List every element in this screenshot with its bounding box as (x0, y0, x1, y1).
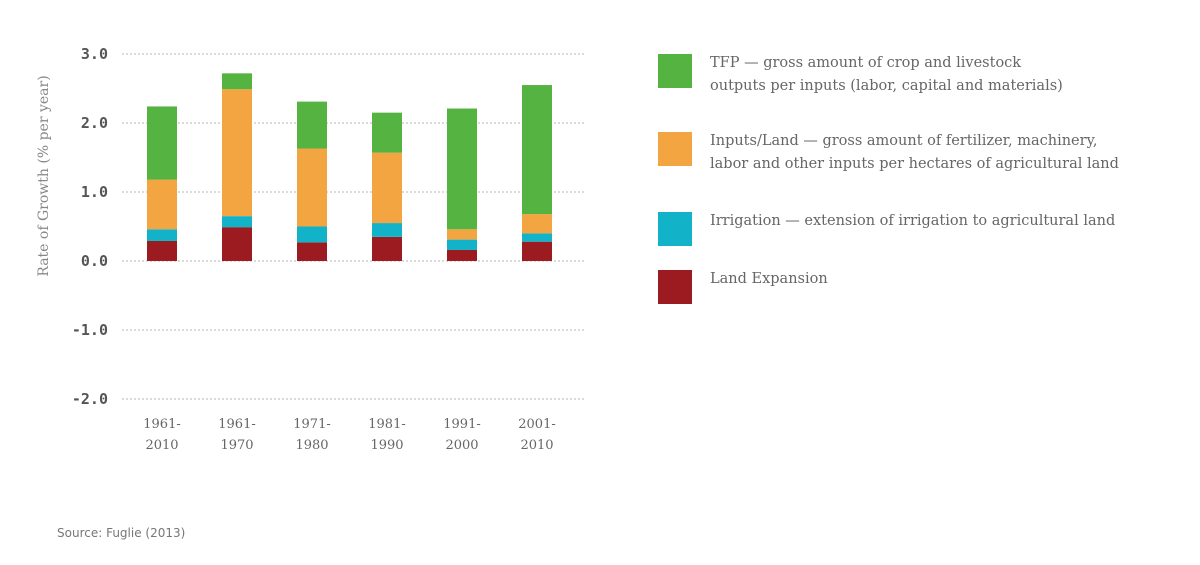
bar-segment-inputs-land (372, 152, 402, 224)
x-tick-label: 1981- (368, 417, 405, 432)
y-axis-ticks: 3.0 2.0 1.0 0.0 -1.0 -2.0 (72, 45, 108, 408)
bar-segment-land-expansion (222, 227, 252, 261)
bar-segment-irrigation (522, 233, 552, 242)
bar-segment-land-expansion (297, 242, 327, 261)
legend-text-inputs-line1: Inputs/Land — gross amount of fertilizer… (710, 133, 1098, 149)
y-tick-label: 1.0 (81, 183, 108, 201)
x-tick-label: 1961- (218, 417, 255, 432)
legend-swatch-tfp (658, 54, 692, 88)
x-tick-label: 1990 (370, 438, 403, 453)
legend-text-land-expansion: Land Expansion (710, 271, 828, 287)
x-tick-label: 1980 (295, 438, 328, 453)
x-tick-label: 1991- (443, 417, 480, 432)
legend-item-irrigation: Irrigation — extension of irrigation to … (658, 210, 1178, 268)
y-tick-label: 3.0 (81, 45, 108, 63)
x-tick-label: 2000 (445, 438, 478, 453)
legend-text-inputs-line2: labor and other inputs per hectares of a… (710, 156, 1119, 172)
bar-segment-irrigation (372, 223, 402, 237)
bar-segment-inputs-land (222, 89, 252, 217)
x-tick-label: 2010 (520, 438, 553, 453)
bar-segment-tfp (447, 108, 477, 230)
bar-segment-tfp (147, 106, 177, 180)
legend-text-tfp-line1: TFP — gross amount of crop and livestock (710, 55, 1022, 71)
bar-segment-irrigation (297, 226, 327, 243)
x-tick-label: 1961- (143, 417, 180, 432)
bars (147, 73, 552, 261)
bar-segment-tfp (297, 101, 327, 149)
legend-item-tfp: TFP — gross amount of crop and livestock… (658, 52, 1178, 130)
stacked-bar-chart: 3.02.01.00.0-1.0-2.0 1961-20101961-19701… (36, 45, 585, 453)
x-tick-label: 1970 (220, 438, 253, 453)
bar-segment-inputs-land (297, 148, 327, 227)
bar-segment-land-expansion (447, 249, 477, 261)
x-tick-label: 1971- (293, 417, 330, 432)
y-tick-label: -2.0 (72, 390, 108, 408)
legend-swatch-land-expansion (658, 270, 692, 304)
y-tick-label: 2.0 (81, 114, 108, 132)
legend-swatch-inputs-land (658, 132, 692, 166)
y-tick-label: 0.0 (81, 252, 108, 270)
bar-segment-tfp (522, 85, 552, 215)
bar-segment-inputs-land (447, 229, 477, 240)
bar-segment-tfp (372, 112, 402, 153)
x-axis-ticks: 1961- 2010 1961- 1970 1971- 1980 1981- 1990 1991… (143, 417, 555, 453)
legend-swatch-irrigation (658, 212, 692, 246)
bar-segment-land-expansion (372, 236, 402, 261)
bar-segment-land-expansion (147, 240, 177, 261)
x-tick-label: 2010 (145, 438, 178, 453)
legend-item-land-expansion: Land Expansion (658, 268, 1178, 304)
y-tick-label: -1.0 (72, 321, 108, 339)
bar-segment-irrigation (447, 239, 477, 250)
bar-segment-inputs-land (147, 179, 177, 230)
y-axis-label: Rate of Growth (% per year) (36, 75, 52, 276)
grid-lines (122, 53, 585, 400)
source-note: Source: Fuglie (2013) (57, 526, 186, 540)
bar-segment-inputs-land (522, 214, 552, 234)
legend: TFP — gross amount of crop and livestock… (658, 52, 1178, 304)
bar-segment-irrigation (147, 229, 177, 241)
legend-text-irrigation: Irrigation — extension of irrigation to … (710, 213, 1116, 229)
bar-segment-irrigation (222, 216, 252, 228)
legend-text-tfp-line2: outputs per inputs (labor, capital and m… (710, 78, 1063, 94)
x-tick-label: 2001- (518, 417, 555, 432)
bar-segment-tfp (222, 73, 252, 90)
legend-item-inputs-land: Inputs/Land — gross amount of fertilizer… (658, 130, 1178, 210)
bar-segment-land-expansion (522, 241, 552, 261)
